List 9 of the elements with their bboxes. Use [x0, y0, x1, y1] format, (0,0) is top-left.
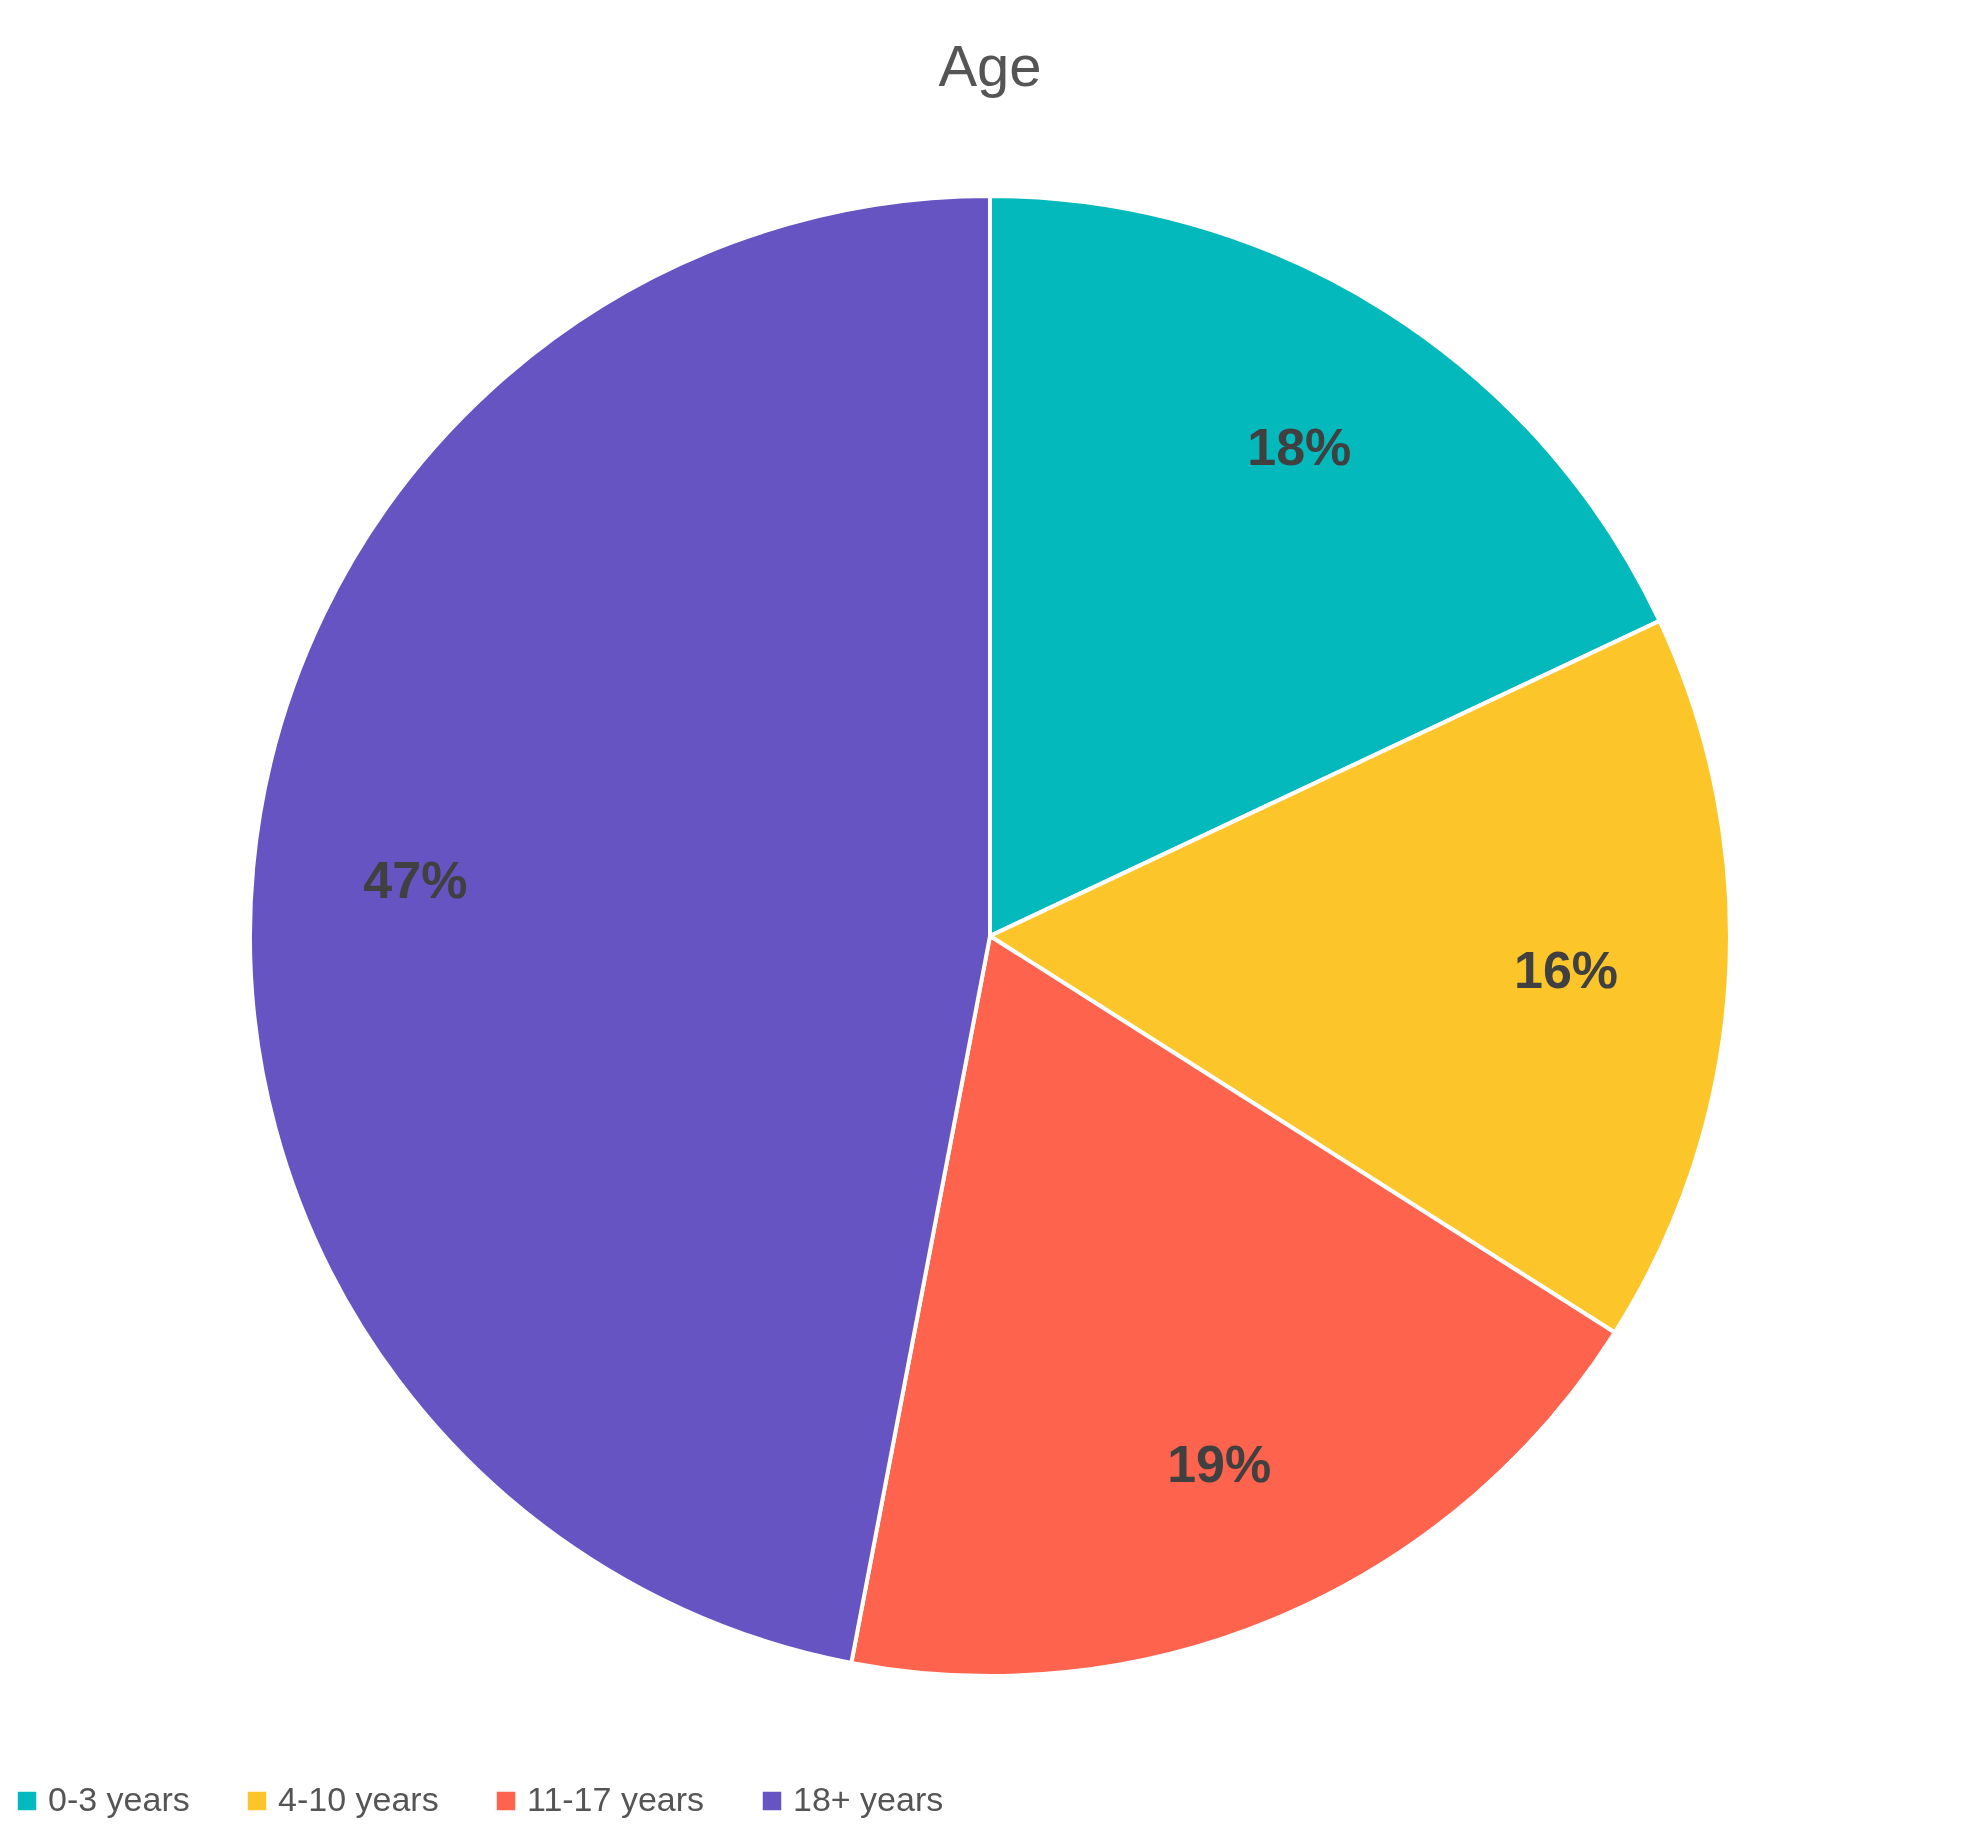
- data-label: 16%: [1514, 941, 1619, 1000]
- data-label: 18%: [1247, 417, 1352, 476]
- chart-title: Age: [938, 33, 1042, 98]
- data-label: 47%: [363, 850, 468, 909]
- data-label: 19%: [1167, 1434, 1272, 1493]
- legend-label: 0-3 years: [48, 1780, 190, 1818]
- legend-label: 11-17 years: [527, 1780, 705, 1818]
- legend-label: 4-10 years: [278, 1780, 439, 1818]
- legend-label: 18+ years: [793, 1780, 944, 1818]
